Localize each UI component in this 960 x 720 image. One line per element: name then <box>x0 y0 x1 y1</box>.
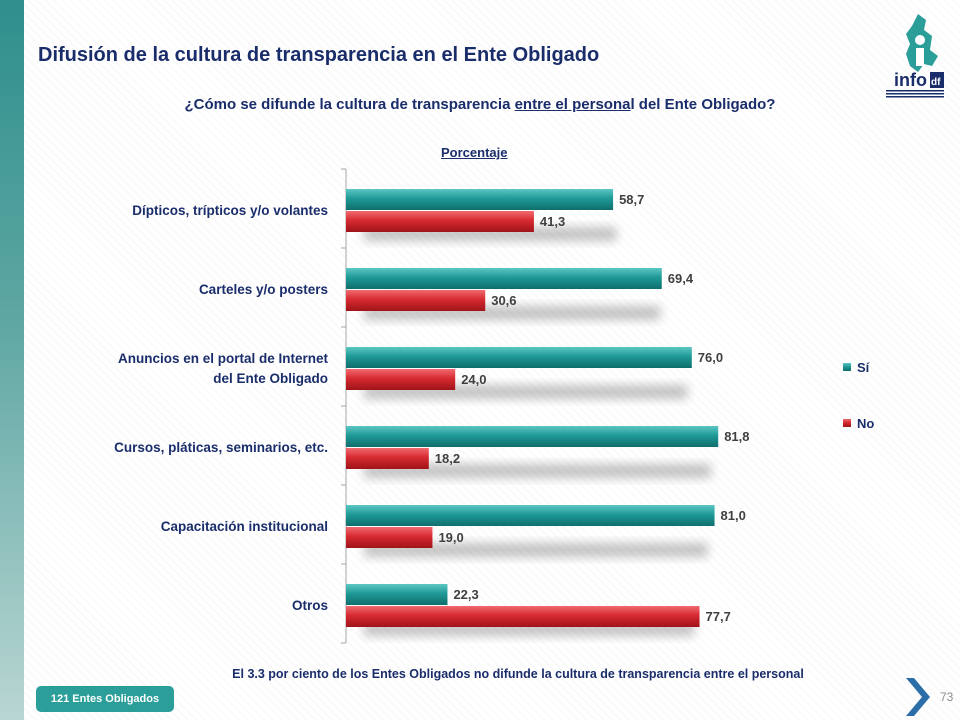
bar-no <box>346 211 534 232</box>
info-df-logo: info df <box>886 14 944 98</box>
data-label-si: 58,7 <box>619 192 644 207</box>
footnote: El 3.3 por ciento de los Entes Obligados… <box>232 667 804 681</box>
page-number: 73 <box>940 690 954 704</box>
category-label: Anuncios en el portal de Internet <box>118 351 329 366</box>
data-label-no: 41,3 <box>540 214 565 229</box>
category-label: Capacitación institucional <box>161 519 328 534</box>
legend-swatch-si <box>843 363 851 371</box>
data-label-no: 77,7 <box>706 609 731 624</box>
chart-question: ¿Cómo se difunde la cultura de transpare… <box>0 96 960 113</box>
data-label-no: 24,0 <box>461 372 486 387</box>
bar-no <box>346 527 433 548</box>
svg-text:df: df <box>931 77 941 88</box>
question-text-start: ¿Cómo se difunde la cultura de transpare… <box>184 96 515 113</box>
legend-label-si: Sí <box>857 360 870 375</box>
slide-title: Difusión de la cultura de transparencia … <box>38 44 600 66</box>
sample-size-badge: 121 Entes Obligados <box>36 686 174 712</box>
data-label-no: 30,6 <box>491 293 516 308</box>
next-slide-chevron-icon[interactable] <box>902 676 932 718</box>
bar-shadow <box>364 543 708 557</box>
data-label-si: 76,0 <box>698 350 723 365</box>
svg-text:info: info <box>894 70 927 90</box>
question-text-end: l del Ente Obligado? <box>630 96 776 113</box>
bar-no <box>346 448 429 469</box>
bar-no <box>346 290 486 311</box>
bar-si <box>346 426 719 447</box>
left-accent-strip <box>0 0 24 720</box>
data-label-si: 69,4 <box>668 271 694 286</box>
data-label-si: 81,8 <box>724 429 749 444</box>
bar-si <box>346 189 614 210</box>
bar-no <box>346 369 456 390</box>
data-label-no: 19,0 <box>438 530 463 545</box>
category-label: Carteles y/o posters <box>199 282 328 297</box>
bar-shadow <box>364 464 711 478</box>
unit-label: Porcentaje <box>441 145 508 160</box>
bar-si <box>346 347 692 368</box>
category-label: Dípticos, trípticos y/o volantes <box>132 203 328 218</box>
category-label: del Ente Obligado <box>213 371 328 386</box>
category-label: Otros <box>292 598 328 613</box>
bar-no <box>346 606 700 627</box>
legend-swatch-no <box>843 419 851 427</box>
bar-si <box>346 505 715 526</box>
legend-label-no: No <box>857 416 874 431</box>
data-label-si: 81,0 <box>721 508 746 523</box>
bar-si <box>346 584 448 605</box>
bar-si <box>346 268 662 289</box>
data-label-no: 18,2 <box>435 451 460 466</box>
category-label: Cursos, pláticas, seminarios, etc. <box>114 440 328 455</box>
question-text-underlined: entre el persona <box>514 96 631 113</box>
data-label-si: 22,3 <box>453 587 478 602</box>
